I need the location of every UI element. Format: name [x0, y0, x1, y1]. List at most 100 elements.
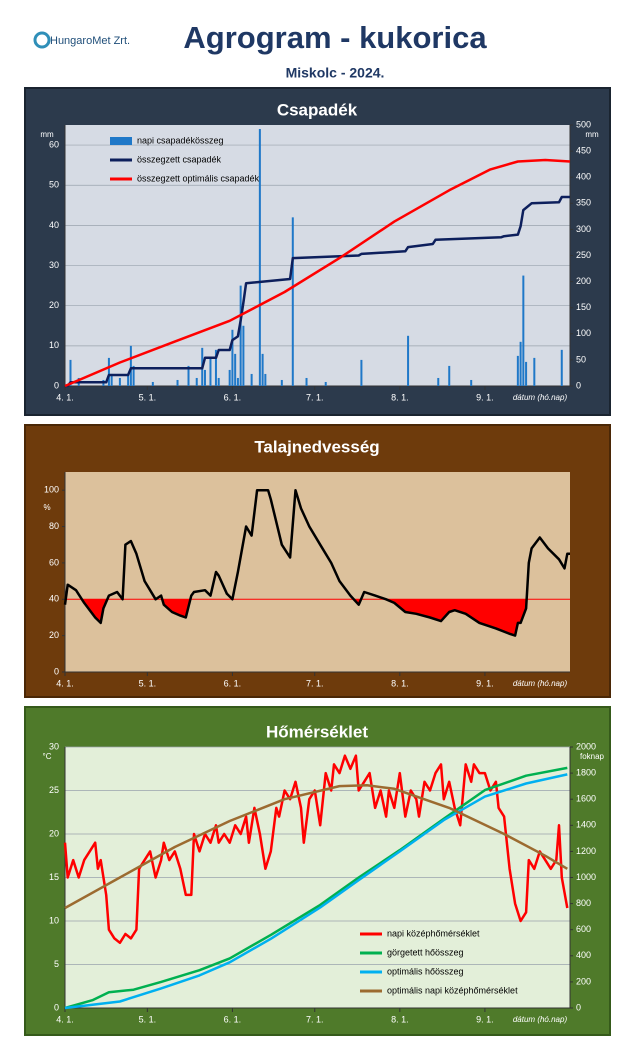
- line: [64, 773, 568, 1010]
- bar: [187, 365, 190, 386]
- x-tick-label: 6. 1.: [224, 1014, 242, 1024]
- logo: HungaroMet Zrt.: [50, 35, 130, 47]
- y-axis-label: °C: [43, 752, 52, 761]
- y-tick-label: 10: [49, 340, 59, 350]
- y-tick-label: 15: [49, 872, 59, 882]
- y2-tick-label: 250: [576, 250, 591, 260]
- bar: [324, 381, 327, 386]
- bar: [519, 341, 522, 386]
- bar: [258, 129, 261, 386]
- bar: [448, 365, 451, 386]
- y2-tick-label: 200: [576, 276, 591, 286]
- bar: [132, 365, 135, 386]
- y2-tick-label: 1800: [576, 767, 596, 777]
- x-tick-label: 4. 1.: [56, 678, 74, 688]
- y-tick-label: 30: [49, 741, 59, 751]
- bar: [118, 377, 121, 386]
- y-tick-label: 50: [49, 180, 59, 190]
- x-tick-label: 9. 1.: [476, 678, 494, 688]
- legend-label: napi középhőmérséklet: [387, 928, 480, 938]
- line: [63, 488, 570, 637]
- bar: [516, 355, 519, 386]
- y-tick-label: 0: [54, 666, 59, 676]
- bar: [533, 357, 536, 386]
- x-tick-label: 5. 1.: [139, 678, 157, 688]
- y-tick-label: 10: [49, 915, 59, 925]
- y2-tick-label: 1400: [576, 820, 596, 830]
- x-tick-label: 8. 1.: [391, 392, 409, 402]
- y2-tick-label: 100: [576, 328, 591, 338]
- bar: [129, 345, 132, 386]
- y2-tick-label: 600: [576, 924, 591, 934]
- bar: [250, 373, 253, 386]
- bar: [525, 361, 528, 386]
- y-tick-label: 40: [49, 594, 59, 604]
- legend-swatch: [110, 137, 132, 145]
- chart-title: Hőmérséklet: [266, 722, 368, 741]
- bar: [127, 373, 130, 386]
- y2-tick-label: 500: [576, 119, 591, 129]
- bar: [107, 357, 110, 386]
- y2-tick-label: 800: [576, 898, 591, 908]
- plot-area: [65, 125, 570, 386]
- line: [64, 158, 571, 388]
- legend-label: optimális hőösszeg: [387, 966, 464, 976]
- bar: [239, 285, 242, 386]
- bar: [280, 379, 283, 386]
- bar: [305, 377, 308, 386]
- y-tick-label: 25: [49, 785, 59, 795]
- bar: [291, 217, 294, 386]
- bar: [231, 329, 234, 386]
- bar: [203, 369, 206, 386]
- bar: [242, 325, 245, 386]
- y-tick-label: 80: [49, 521, 59, 531]
- legend-label: összegzett optimális csapadék: [137, 173, 260, 183]
- bar: [151, 381, 154, 386]
- y2-tick-label: 150: [576, 302, 591, 312]
- bar: [234, 353, 237, 386]
- x-tick-label: 8. 1.: [391, 1014, 409, 1024]
- x-tick-label: 7. 1.: [306, 392, 324, 402]
- y-tick-label: 100: [44, 485, 59, 495]
- y-tick-label: 0: [54, 380, 59, 390]
- y2-tick-label: 50: [576, 354, 586, 364]
- y-tick-label: 60: [49, 557, 59, 567]
- x-tick-label: 9. 1.: [476, 392, 494, 402]
- x-tick-label: 6. 1.: [224, 678, 242, 688]
- legend-label: napi csapadékösszeg: [137, 135, 224, 145]
- y2-axis-label: foknap: [580, 752, 605, 761]
- y2-tick-label: 400: [576, 172, 591, 182]
- x-tick-label: 9. 1.: [476, 1014, 494, 1024]
- chart-title: Talajnedvesség: [254, 437, 379, 456]
- bar: [176, 379, 179, 386]
- legend-label: görgetett hőösszeg: [387, 947, 464, 957]
- x-tick-label: 7. 1.: [306, 1014, 324, 1024]
- legend-label: optimális napi középhőmérséklet: [387, 985, 518, 995]
- logo-icon: [33, 31, 51, 49]
- line: [65, 195, 570, 388]
- x-tick-label: 7. 1.: [306, 678, 324, 688]
- y2-tick-label: 1600: [576, 794, 596, 804]
- legend-label: összegzett csapadék: [137, 154, 222, 164]
- y-tick-label: 0: [54, 1002, 59, 1012]
- y-tick-label: 60: [49, 139, 59, 149]
- line: [64, 784, 568, 910]
- bar: [69, 359, 72, 386]
- y2-axis-label: mm: [585, 130, 599, 139]
- bar: [560, 349, 563, 386]
- bar: [110, 373, 113, 386]
- y-axis-label: %: [43, 503, 50, 512]
- page-title: Agrogram - kukorica: [183, 20, 487, 55]
- y-tick-label: 40: [49, 220, 59, 230]
- bar: [264, 373, 267, 386]
- bar: [195, 377, 198, 386]
- y-tick-label: 5: [54, 959, 59, 969]
- bar: [209, 357, 212, 386]
- chart-title: Csapadék: [277, 100, 358, 119]
- y2-tick-label: 0: [576, 380, 581, 390]
- bar: [228, 369, 231, 386]
- plot-area: [65, 472, 570, 672]
- bar: [407, 335, 410, 386]
- x-tick-label: 5. 1.: [139, 392, 157, 402]
